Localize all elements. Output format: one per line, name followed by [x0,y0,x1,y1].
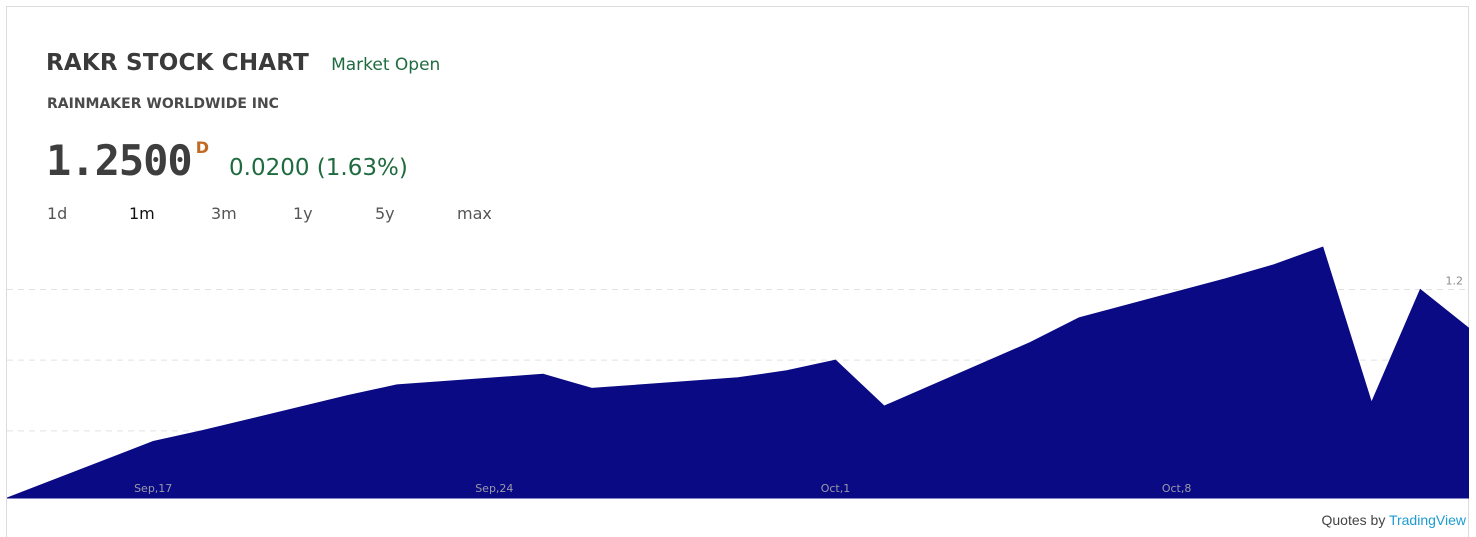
range-5y[interactable]: 5y [375,204,395,223]
title-row: RAKR STOCK CHART Market Open [46,50,440,80]
tradingview-link[interactable]: TradingView [1388,512,1466,528]
company-name: RAINMAKER WORLDWIDE INC [47,96,279,112]
x-tick-label: Oct,8 [1162,482,1192,495]
x-tick-label: Oct,1 [821,482,851,495]
range-1y[interactable]: 1y [293,204,313,223]
chart-title: RAKR STOCK CHART [46,50,310,76]
y-tick-label: 1.2 [1446,274,1464,287]
range-3m[interactable]: 3m [211,204,237,223]
attribution-prefix: Quotes by [1321,512,1389,528]
range-1d[interactable]: 1d [47,204,68,223]
price-change: 0.0200 (1.63%) [229,155,408,181]
x-tick-label: Sep,17 [134,482,172,495]
delayed-quote-flag: D [195,138,209,157]
range-1m[interactable]: 1m [129,204,155,223]
market-status: Market Open [331,55,441,75]
quotes-attribution: Quotes by TradingView [1322,512,1467,528]
range-selector: 1d 1m 3m 1y 5y max [47,204,539,223]
x-tick-label: Sep,24 [475,482,513,495]
last-price: 1.2500 [46,136,193,185]
range-max[interactable]: max [457,204,492,223]
price-row: 1.2500 D 0.0200 (1.63%) [46,136,408,186]
price-area [7,246,1469,499]
